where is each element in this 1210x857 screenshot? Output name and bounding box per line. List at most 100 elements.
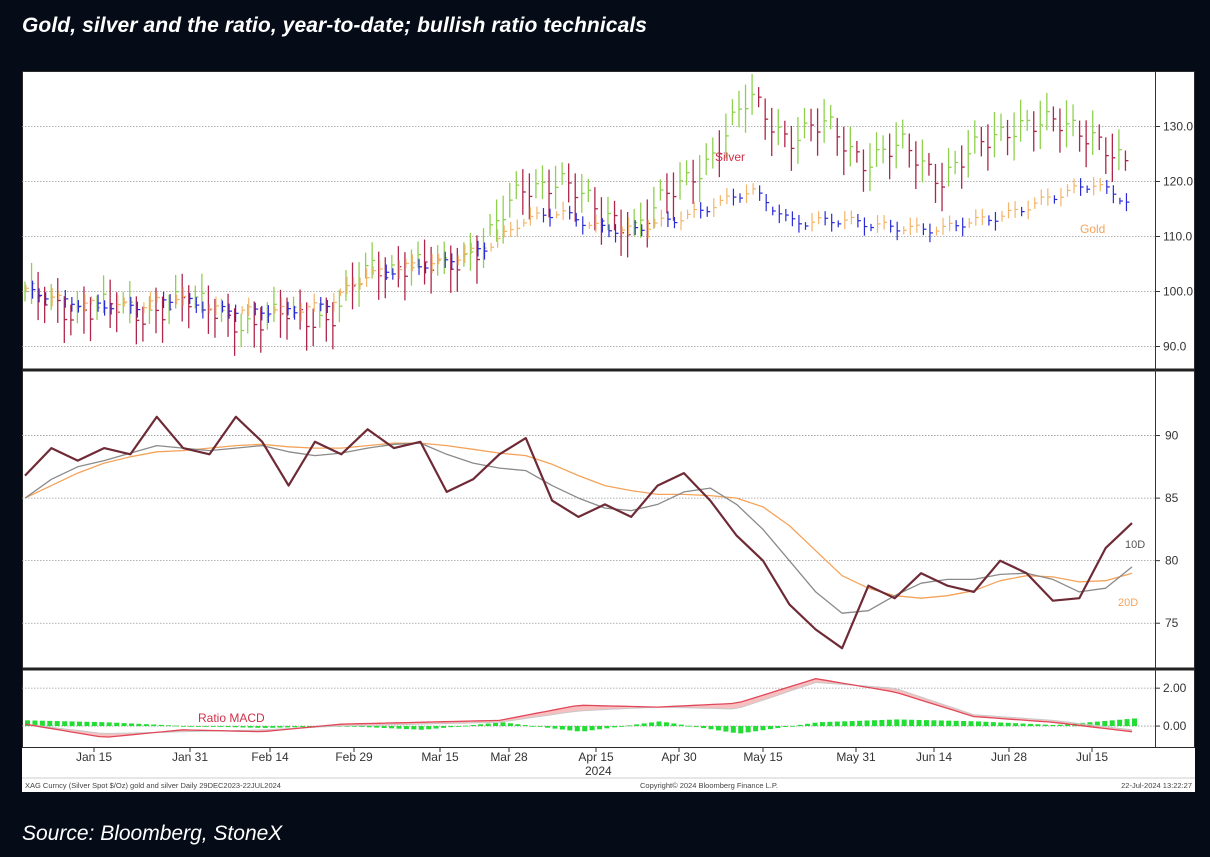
- macd-hist-bar: [767, 726, 773, 730]
- macd-hist-bar: [834, 721, 840, 727]
- macd-hist-bar: [1087, 722, 1093, 727]
- macd-hist-bar: [299, 726, 305, 728]
- macd-hist-bar: [1109, 720, 1115, 727]
- macd-hist-bar: [158, 724, 164, 727]
- y-tick-label: 75: [1165, 616, 1179, 630]
- y-tick-label: 2.00: [1163, 681, 1187, 695]
- macd-plot: [24, 678, 1137, 738]
- price-gridlines: 90.0 100.0 110.0 120.0 130.0: [22, 120, 1193, 354]
- macd-hist-bar: [277, 726, 283, 728]
- macd-hist-bar: [188, 726, 194, 727]
- ratio-line: [24, 415, 1133, 650]
- y-tick-label: 90: [1165, 429, 1179, 443]
- macd-hist-bar: [173, 725, 179, 727]
- macd-hist-bar: [292, 726, 298, 728]
- macd-hist-bar: [1065, 724, 1071, 727]
- macd-hist-bar: [1013, 723, 1019, 727]
- x-tick-label: Feb 14: [251, 750, 289, 764]
- macd-hist-bar: [678, 724, 684, 727]
- gold-label: Gold: [1080, 222, 1105, 236]
- macd-hist-bar: [946, 720, 952, 727]
- macd-hist-bar: [500, 722, 506, 727]
- macd-hist-bar: [225, 726, 231, 728]
- macd-hist-bar: [285, 726, 291, 728]
- macd-hist-bar: [775, 726, 781, 729]
- footer-left: XAG Curncy (Silver Spot $/Oz) gold and s…: [25, 781, 281, 790]
- macd-hist-bar: [879, 719, 885, 727]
- macd-hist-bar: [961, 721, 967, 727]
- macd-hist-bar: [478, 724, 484, 727]
- macd-hist-bar: [938, 720, 944, 727]
- x-tick-label: Jan 15: [76, 750, 112, 764]
- macd-hist-bar: [270, 726, 276, 728]
- macd-hist-bar: [715, 726, 721, 731]
- macd-hist-bar: [849, 721, 855, 727]
- macd-hist-bar: [693, 726, 699, 727]
- x-tick-label: Jun 14: [916, 750, 952, 764]
- chart-title: Gold, silver and the ratio, year-to-date…: [22, 14, 648, 37]
- macd-hist-bar: [975, 721, 981, 727]
- macd-hist-bar: [723, 726, 729, 732]
- footer-right: 22-Jul-2024 13:22:27: [1121, 781, 1192, 790]
- macd-hist-bar: [403, 726, 409, 730]
- ma10-label: 10D: [1125, 539, 1145, 551]
- macd-hist-bar: [671, 723, 677, 727]
- macd-hist-bar: [805, 723, 811, 727]
- y-tick-label: 80: [1165, 554, 1179, 568]
- x-tick-label: May 31: [836, 750, 876, 764]
- footer-center: Copyright© 2024 Bloomberg Finance L.P.: [640, 781, 778, 790]
- x-tick-label: Mar 28: [490, 750, 528, 764]
- y-tick-label: 100.0: [1163, 285, 1193, 299]
- ratio-panel-frame: [22, 370, 1195, 670]
- macd-hist-bar: [136, 723, 142, 727]
- y-tick-label: 110.0: [1163, 230, 1192, 244]
- macd-hist-bar: [240, 726, 246, 728]
- macd-hist-bar: [39, 720, 45, 727]
- macd-hist-bar: [819, 722, 825, 727]
- x-tick-label: Apr 30: [661, 750, 697, 764]
- macd-hist-bar: [656, 721, 662, 727]
- macd-hist-bar: [507, 723, 513, 727]
- chart-svg: 90.0 100.0 110.0 120.0 130.0 Silver Gold 75 8…: [22, 71, 1195, 790]
- macd-hist-bar: [396, 726, 402, 729]
- macd-hist-bar: [842, 721, 848, 727]
- macd-hist-bar: [745, 726, 751, 733]
- macd-hist-bar: [218, 726, 224, 727]
- macd-hist-bar: [894, 719, 900, 727]
- macd-hist-bar: [1035, 724, 1041, 727]
- macd-hist-bar: [545, 726, 551, 728]
- macd-hist-bar: [381, 726, 387, 728]
- macd-hist-bar: [552, 726, 558, 729]
- macd-signal-line: [24, 681, 1133, 735]
- macd-hist-bar: [411, 726, 417, 730]
- macd-hist-bar: [351, 726, 357, 727]
- macd-gridlines: 0.00 2.00: [22, 681, 1187, 733]
- macd-hist-bar: [983, 721, 989, 727]
- macd-hist-bar: [344, 726, 350, 727]
- macd-hist-bar: [953, 720, 959, 727]
- macd-hist-bar: [663, 722, 669, 727]
- macd-hist-bar: [47, 720, 53, 727]
- ratio-lines: [24, 415, 1133, 650]
- macd-hist-bar: [589, 726, 595, 731]
- macd-hist-bar: [25, 720, 30, 727]
- macd-hist-bar: [233, 726, 239, 728]
- macd-hist-bar: [426, 726, 432, 730]
- macd-hist-bar: [626, 725, 632, 727]
- y-tick-label: 120.0: [1163, 175, 1193, 189]
- macd-hist-bar: [441, 726, 447, 728]
- macd-hist-bar: [559, 726, 565, 730]
- macd-hist-bar: [448, 726, 454, 728]
- macd-hist-bar: [923, 720, 929, 727]
- macd-hist-bar: [604, 726, 610, 729]
- macd-hist-bar: [537, 726, 543, 727]
- macd-hist-bar: [968, 721, 974, 727]
- macd-hist-bar: [262, 726, 268, 728]
- chart-frame: 90.0 100.0 110.0 120.0 130.0 Silver Gold 75 8…: [22, 71, 1195, 792]
- y-tick-label: 0.00: [1163, 719, 1187, 733]
- macd-hist-bar: [990, 722, 996, 727]
- macd-hist-bar: [1020, 723, 1026, 727]
- macd-hist-bar: [649, 722, 655, 727]
- ma10-line: [24, 442, 1133, 614]
- x-tick-label: Jan 31: [172, 750, 208, 764]
